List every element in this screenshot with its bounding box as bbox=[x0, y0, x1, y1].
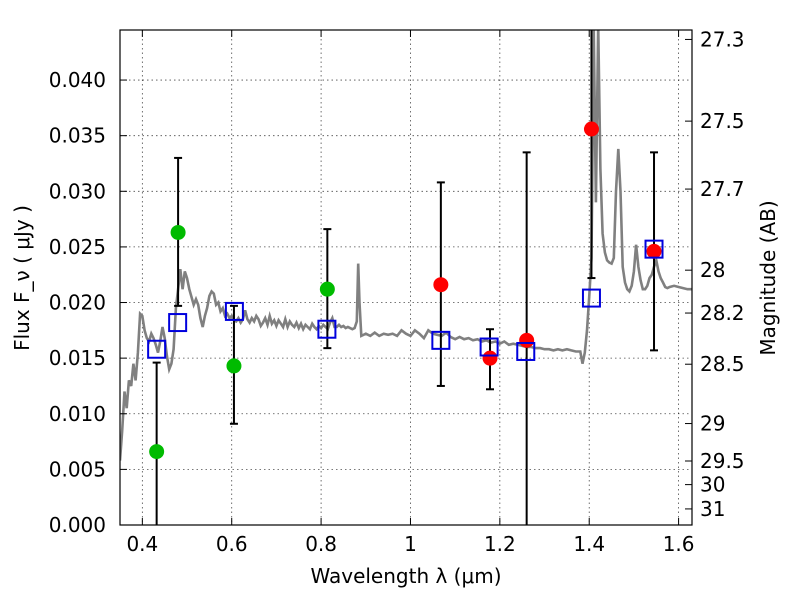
y-tick-label: 0.015 bbox=[49, 346, 106, 370]
mag-tick-label: 28 bbox=[700, 258, 725, 282]
x-tick-label: 0.4 bbox=[126, 532, 158, 556]
model-spectrum-line bbox=[120, 30, 692, 461]
x-tick-label: 1.6 bbox=[663, 532, 695, 556]
green-data-point bbox=[226, 358, 242, 374]
y-tick-label: 0.025 bbox=[49, 235, 106, 259]
y-tick-label: 0.010 bbox=[49, 402, 106, 426]
mag-tick-label: 28.5 bbox=[700, 352, 745, 376]
mag-tick-label: 31 bbox=[700, 497, 725, 521]
x-tick-label: 1.2 bbox=[484, 532, 516, 556]
mag-tick-label: 29.5 bbox=[700, 449, 745, 473]
model-photometry-square bbox=[147, 339, 167, 359]
y-axis-label-right: Magnitude (AB) bbox=[756, 200, 780, 355]
model-photometry-square bbox=[168, 313, 188, 333]
model-photometry-square bbox=[431, 330, 451, 350]
model-photometry-square bbox=[581, 288, 601, 308]
red-data-point bbox=[482, 350, 498, 366]
green-data-point bbox=[149, 444, 165, 460]
y-tick-label: 0.020 bbox=[49, 291, 106, 315]
x-tick-label: 1.4 bbox=[573, 532, 605, 556]
model-photometry-square bbox=[644, 239, 664, 259]
x-axis-ticks: 0.4 0.6 0.8 1 1.2 1.4 1.6 bbox=[126, 30, 695, 556]
y-tick-label: 0.030 bbox=[49, 179, 106, 203]
x-axis-label: Wavelength λ (μm) bbox=[310, 564, 501, 588]
plot-area bbox=[120, 30, 692, 525]
mag-tick-label: 30 bbox=[700, 473, 725, 497]
x-tick-label: 0.6 bbox=[216, 532, 248, 556]
red-data-point bbox=[519, 332, 535, 348]
mag-tick-label: 29 bbox=[700, 412, 725, 436]
grid bbox=[120, 30, 692, 526]
model-photometry-square bbox=[224, 301, 244, 321]
mag-tick-label: 27.3 bbox=[700, 27, 745, 51]
y-tick-label: 0.005 bbox=[49, 457, 106, 481]
red-data-point bbox=[646, 243, 662, 259]
y-tick-label: 0.000 bbox=[49, 513, 106, 537]
model-photometry-square bbox=[516, 341, 536, 361]
y-axis-label-left: Flux F_ν ( μJy ) bbox=[10, 205, 34, 351]
y-tick-label: 0.035 bbox=[49, 124, 106, 148]
green-data-point bbox=[319, 281, 335, 297]
model-photometry-square bbox=[317, 319, 337, 339]
x-tick-label: 1 bbox=[404, 532, 417, 556]
y-tick-label: 0.040 bbox=[49, 68, 106, 92]
red-data-point bbox=[583, 121, 599, 137]
plot-frame bbox=[119, 29, 693, 526]
mag-tick-label: 27.5 bbox=[700, 109, 745, 133]
y-axis-ticks: 0.000 0.005 0.010 0.015 0.020 0.025 0.030 0.035… bbox=[49, 68, 127, 537]
x-tick-label: 0.8 bbox=[305, 532, 337, 556]
red-data-point bbox=[433, 277, 449, 293]
green-data-point bbox=[170, 224, 186, 240]
mag-tick-label: 28.2 bbox=[700, 301, 745, 325]
model-photometry-square bbox=[479, 337, 499, 357]
mag-tick-label: 27.7 bbox=[700, 177, 745, 201]
